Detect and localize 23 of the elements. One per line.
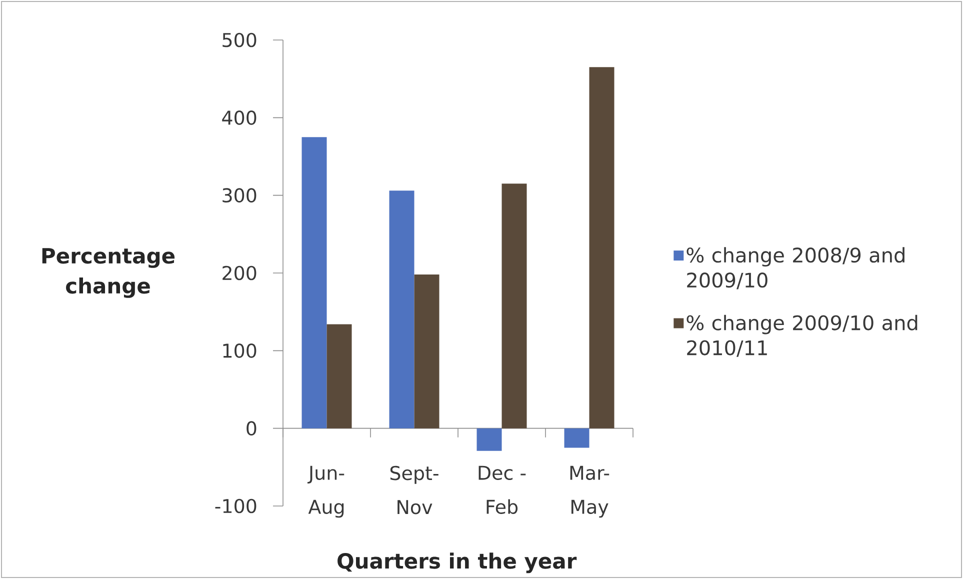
x-tick-label: Jun-Aug [307, 466, 344, 518]
bar [326, 324, 352, 428]
y-tick-label: 200 [222, 266, 256, 280]
y-tick-label: 400 [222, 110, 256, 125]
y-tick-label: 300 [222, 188, 256, 203]
legend-label: % change 2009/10 and 2010/11 [686, 314, 918, 357]
bar [502, 184, 527, 428]
x-tick-label: Mar-May [570, 466, 610, 518]
y-tick-label: 0 [246, 421, 256, 436]
y-axis-title: Percentage change [42, 248, 175, 298]
bar [414, 274, 440, 428]
x-axis-title: Quarters in the year [338, 552, 577, 574]
y-tick-label: -100 [215, 498, 256, 514]
y-tick-label: 500 [222, 32, 256, 48]
x-tick-label: Dec - Feb [478, 466, 526, 514]
x-tick-label: Sept-Nov [390, 466, 438, 514]
bar [564, 428, 590, 448]
bar [589, 67, 614, 428]
bar [302, 137, 327, 428]
bar [389, 190, 414, 428]
legend-label: % change 2008/9 and 2009/10 [686, 247, 904, 290]
y-tick-label: 100 [223, 343, 256, 358]
bar [476, 428, 502, 451]
